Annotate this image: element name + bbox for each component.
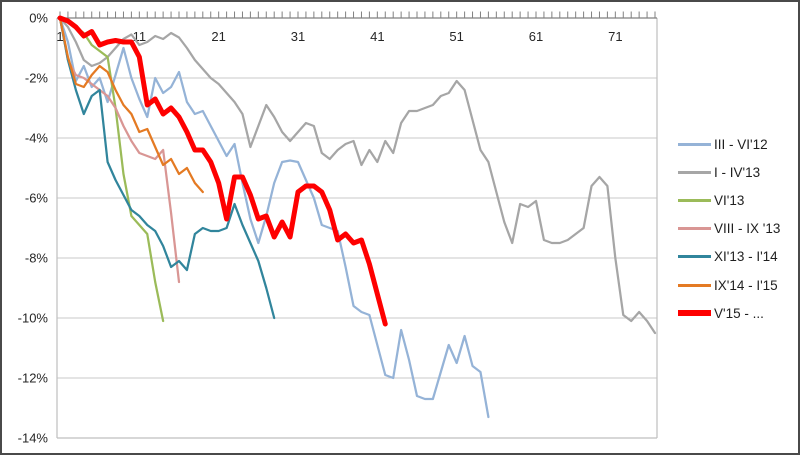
legend-swatch-green xyxy=(678,198,711,202)
svg-text:61: 61 xyxy=(529,29,543,44)
legend-label: VI'13 xyxy=(714,192,745,208)
series-line-6 xyxy=(57,15,388,327)
legend-item-I-IV13: I - IV'13 xyxy=(678,158,780,186)
series-line-4 xyxy=(58,16,276,320)
legend-swatch-blue xyxy=(678,142,711,146)
legend-item-VIII-IX13: VIII - IX '13 xyxy=(678,215,780,243)
legend-swatch-gray xyxy=(678,170,711,174)
legend-label: V'15 - ... xyxy=(714,305,764,321)
legend-item-IX14-I15: IX'14 - I'15 xyxy=(678,271,780,299)
svg-text:-4%: -4% xyxy=(25,131,49,146)
x-axis xyxy=(57,11,657,19)
series-line-5 xyxy=(58,16,204,194)
series-lines xyxy=(57,15,657,419)
legend-label: IX'14 - I'15 xyxy=(714,277,778,293)
legend-swatch-teal xyxy=(678,255,711,259)
svg-text:71: 71 xyxy=(608,29,622,44)
legend-item-VI13: VI'13 xyxy=(678,186,780,214)
y-axis-labels: 0% -2% -4% -6% -8% -10% -12% -14% xyxy=(18,11,49,446)
legend-item-III-VI12: III - VI'12 xyxy=(678,130,780,158)
svg-text:-12%: -12% xyxy=(18,371,49,386)
legend-label: III - VI'12 xyxy=(714,136,768,152)
svg-text:1: 1 xyxy=(56,29,63,44)
gridlines xyxy=(57,77,657,439)
svg-text:0%: 0% xyxy=(29,11,48,26)
series-line-1 xyxy=(58,16,657,335)
legend-label: XI'13 - I'14 xyxy=(714,249,778,265)
series-line-0 xyxy=(58,16,490,419)
svg-text:-14%: -14% xyxy=(18,431,49,446)
svg-text:31: 31 xyxy=(291,29,305,44)
svg-text:41: 41 xyxy=(370,29,384,44)
chart-legend: III - VI'12 I - IV'13 VI'13 VIII - IX '1… xyxy=(678,130,780,327)
x-axis-labels: 1 11 21 31 41 51 61 71 xyxy=(56,29,622,44)
svg-text:-10%: -10% xyxy=(18,311,49,326)
legend-label: VIII - IX '13 xyxy=(714,221,781,237)
legend-label: I - IV'13 xyxy=(714,164,761,180)
svg-text:51: 51 xyxy=(449,29,463,44)
legend-swatch-orange xyxy=(678,283,711,287)
svg-text:-6%: -6% xyxy=(25,191,49,206)
legend-item-V15: V'15 - ... xyxy=(678,299,780,327)
svg-text:21: 21 xyxy=(211,29,225,44)
svg-text:-2%: -2% xyxy=(25,71,49,86)
svg-text:-8%: -8% xyxy=(25,251,49,266)
plot-border xyxy=(56,18,658,439)
legend-swatch-pink xyxy=(678,227,711,231)
legend-item-XI13-I14: XI'13 - I'14 xyxy=(678,243,780,271)
svg-text:11: 11 xyxy=(133,29,147,44)
legend-swatch-red xyxy=(678,310,711,316)
